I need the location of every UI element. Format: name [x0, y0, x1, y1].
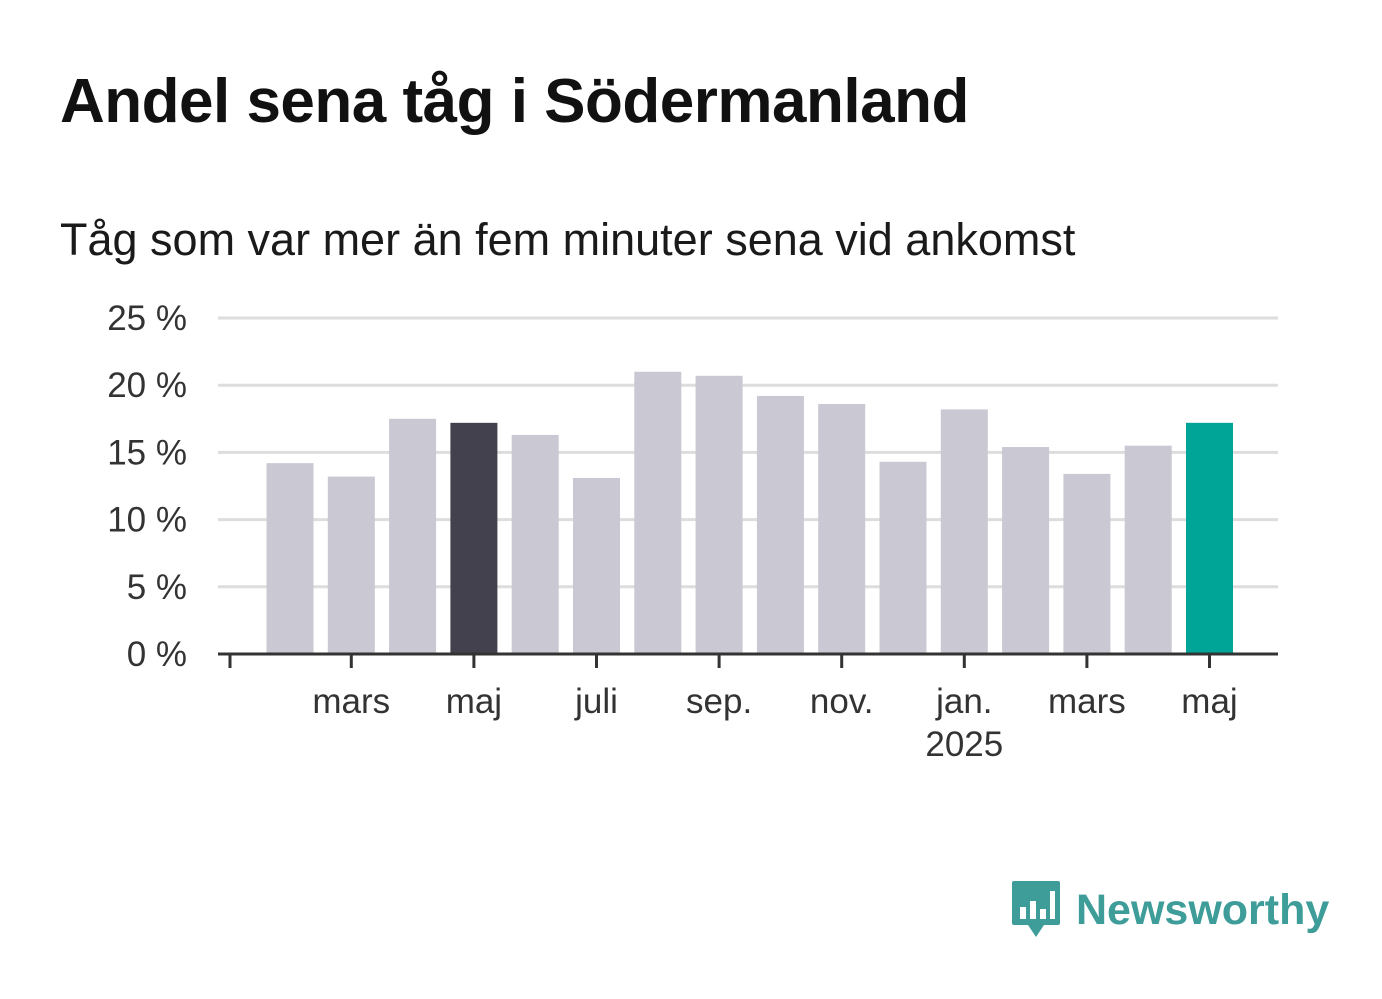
bar-12	[940, 409, 988, 654]
bar-8	[695, 375, 743, 654]
y-tick-label: 0 %	[127, 635, 187, 674]
bar-11	[879, 461, 927, 654]
bar-3	[389, 418, 437, 654]
x-tick-label: maj	[446, 682, 502, 721]
x-tick-label: maj	[1181, 682, 1237, 721]
x-tick-label: jan.	[935, 682, 992, 721]
y-axis-ticks: 0 % 5 % 10 % 15 % 20 % 25 %	[107, 299, 187, 674]
bar-2	[327, 476, 375, 654]
bar-4	[450, 422, 498, 654]
gridlines	[218, 316, 1278, 589]
y-tick-label: 25 %	[107, 299, 187, 338]
chart-title: Andel sena tåg i Södermanland	[60, 67, 969, 136]
bar-14	[1063, 473, 1111, 654]
x-tick-label: nov.	[810, 682, 874, 721]
x-axis: mars maj juli sep. nov. jan. 2025 mars maj	[218, 652, 1278, 764]
x-tick-label: sep.	[686, 682, 752, 721]
x-tick-label: mars	[1048, 682, 1126, 721]
x-tick-year-label: 2025	[925, 725, 1003, 764]
newsworthy-logo: Newsworthy	[1010, 878, 1329, 942]
bar-1	[266, 463, 314, 654]
bar-chart-speech-bubble-icon	[1012, 881, 1060, 937]
y-tick-label: 20 %	[107, 366, 187, 405]
y-tick-label: 10 %	[107, 501, 187, 540]
bar-16	[1186, 422, 1233, 654]
y-tick-label: 5 %	[127, 568, 187, 607]
x-tick-label: mars	[312, 682, 390, 721]
bar-10	[818, 404, 866, 654]
bars	[266, 371, 1233, 654]
bar-5	[511, 434, 559, 654]
bar-7	[634, 371, 682, 654]
bar-6	[573, 477, 620, 654]
bar-13	[1002, 447, 1050, 654]
x-tick-label: juli	[574, 682, 618, 721]
y-tick-label: 15 %	[107, 433, 187, 472]
bar-9	[756, 395, 804, 654]
bar-15	[1124, 445, 1172, 654]
brand-name: Newsworthy	[1076, 885, 1330, 934]
chart-subtitle: Tåg som var mer än fem minuter sena vid …	[60, 214, 1076, 265]
